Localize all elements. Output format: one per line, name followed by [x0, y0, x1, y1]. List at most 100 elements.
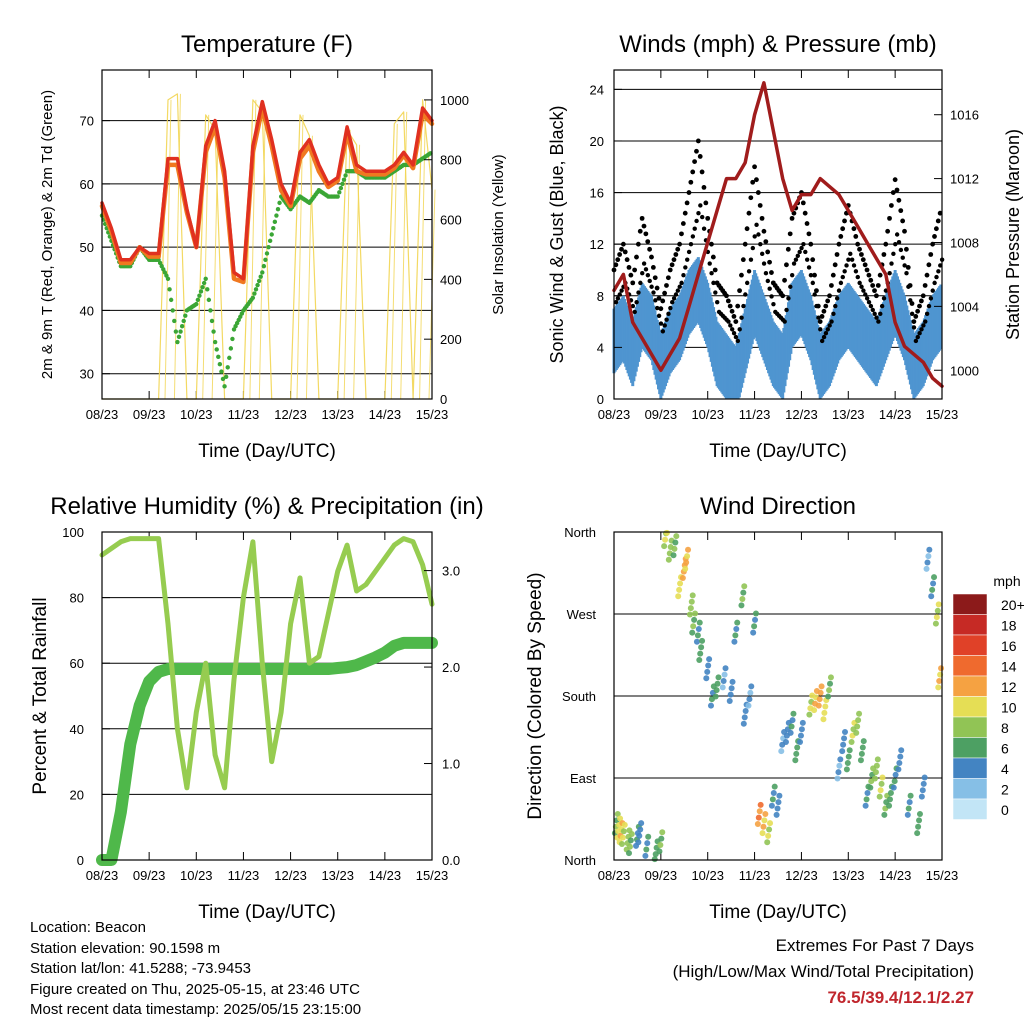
wind-gust-point	[860, 257, 866, 263]
wind-gust-point	[877, 272, 883, 278]
wind-gust-point	[639, 215, 645, 221]
extremes-box: Extremes For Past 7 Days (High/Low/Max W…	[673, 933, 974, 1011]
wind-direction-point	[696, 619, 703, 626]
wind-direction-point	[871, 775, 878, 782]
wind-gust-point	[765, 249, 771, 255]
solar-ytick-label: 800	[440, 153, 462, 168]
wind-direction-point	[740, 589, 747, 596]
speed-legend-title: mph	[993, 573, 1020, 589]
humidity-xtick-label: 11/23	[228, 868, 260, 883]
wind-direction-point	[661, 543, 668, 550]
solar-ytick-label: 400	[440, 272, 462, 287]
wind-gust-point	[688, 179, 694, 185]
wind-gust-point	[761, 261, 767, 266]
wind-gust-point	[690, 234, 696, 239]
pressure-ytick-label: 1004	[950, 299, 979, 314]
wind-direction-point	[841, 735, 848, 742]
wind-gust-point	[887, 215, 892, 221]
dewpoint-point	[172, 318, 177, 324]
wind-gust-point	[866, 272, 872, 278]
speed-legend-swatch	[952, 634, 988, 656]
solar-ytick-label: 0	[440, 392, 447, 407]
wind-direction-point	[835, 769, 842, 776]
wind-gust-point	[660, 298, 666, 304]
dewpoint-point	[228, 346, 234, 351]
wind-gust-point	[707, 261, 712, 266]
wind-gust-point	[652, 275, 658, 281]
wind-direction-point	[729, 678, 736, 685]
wind-gust-point	[624, 257, 630, 263]
wind-gust-point	[881, 296, 887, 301]
wind-gust-point	[643, 267, 649, 272]
wind-direction-point	[637, 826, 644, 833]
wind-gust-point	[615, 257, 621, 263]
dewpoint-point	[277, 200, 282, 206]
wind-gust-point	[700, 214, 705, 220]
wind-direction-point	[670, 552, 677, 559]
wind-gust-point	[855, 274, 860, 280]
wind-gust-point	[784, 307, 789, 313]
temperature-xtick-label: 08/23	[86, 407, 119, 422]
wind-gust-point	[666, 311, 671, 317]
wind-direction-point	[926, 546, 933, 553]
wind-direction-point	[690, 623, 697, 630]
wind-gust-point	[883, 241, 889, 247]
wind-gust-point	[812, 272, 817, 278]
wind-gust-point	[651, 290, 656, 295]
wind-gust-point	[838, 280, 844, 286]
wind-direction-point	[886, 802, 893, 809]
dewpoint-point	[220, 376, 226, 382]
direction-xtick-label: 14/23	[879, 868, 912, 883]
wind-gust-point	[885, 228, 891, 234]
wind-direction-point	[858, 750, 865, 757]
wind-gust-point	[838, 234, 844, 239]
wind-direction-point	[682, 565, 689, 572]
wind-gust-point	[840, 226, 846, 232]
wind-gust-point	[851, 226, 857, 232]
wind-gust-point	[737, 288, 742, 294]
wind-gust-point	[619, 246, 624, 252]
wind-gust-point	[746, 269, 752, 274]
wind-direction-point	[826, 687, 833, 694]
wind-gust-point	[823, 303, 829, 309]
humidity-ytick-label: 0	[77, 853, 84, 868]
wind-gust-point	[881, 252, 887, 257]
wind-gust-point	[709, 241, 714, 247]
wind-gust-point	[650, 265, 656, 270]
wind-direction-point	[626, 843, 633, 850]
wind-gust-point	[928, 296, 934, 301]
wind-direction-point	[685, 546, 692, 553]
wind-direction-point	[671, 545, 678, 552]
wind-direction-point	[658, 835, 665, 842]
wind-direction-point	[617, 815, 624, 822]
wind-direction-point	[738, 602, 745, 609]
dewpoint-point	[274, 213, 279, 218]
wind-gust-point	[853, 234, 859, 239]
pressure-ytick-label: 1000	[950, 363, 979, 378]
wind-gust-point	[804, 257, 810, 262]
wind-direction-point	[872, 769, 879, 776]
wind-gust-point	[815, 303, 821, 309]
wind-gust-point	[896, 240, 902, 245]
wind-gust-point	[638, 280, 643, 286]
wind-gust-point	[823, 331, 829, 336]
wind-direction-point	[756, 808, 763, 815]
wind-gust-point	[842, 269, 847, 274]
dewpoint-point	[340, 181, 345, 187]
wind-gust-point	[767, 259, 772, 265]
wind-gust-point	[799, 245, 804, 251]
dewpoint-point	[263, 257, 268, 263]
solar-spike	[419, 99, 427, 400]
dewpoint-point	[217, 362, 223, 367]
wind-direction-point	[715, 674, 722, 681]
wind-gust-point	[682, 210, 688, 216]
wind-direction-point	[732, 632, 739, 639]
wind-gust-point	[898, 247, 904, 253]
wind-direction-point	[846, 747, 853, 754]
extremes-values: 76.5/39.4/12.1/2.27	[827, 988, 974, 1007]
wind-direction-point	[771, 783, 778, 790]
wind-direction-point	[619, 834, 626, 841]
direction-ylabel: Direction (Colored By Speed)	[525, 572, 546, 819]
wind-direction-point	[752, 610, 759, 617]
wind-direction-point	[755, 814, 762, 821]
